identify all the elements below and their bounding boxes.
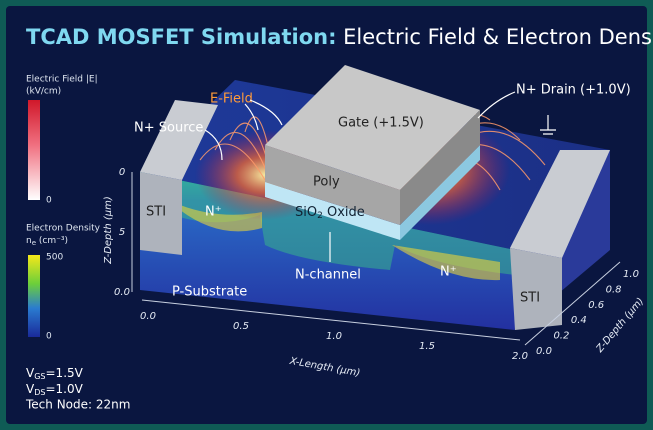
gate-label: Gate (+1.5V): [338, 116, 424, 131]
n-plus-label: N⁺: [440, 265, 457, 280]
tick-label: 0.0: [140, 311, 156, 322]
title-bold: TCAD MOSFET Simulation:: [26, 25, 336, 49]
tick-label: 1.0: [623, 269, 639, 280]
tick-label: 1.0: [326, 331, 342, 342]
oxide-label: SiO2 Oxide: [295, 205, 365, 221]
tick-label: 5: [119, 227, 125, 238]
legend-title: Electric Field |E|: [26, 75, 98, 85]
tick-label: 0.0: [536, 346, 552, 357]
sti-label: STI: [520, 291, 540, 306]
title-rest: Electric Field & Electron Density: [336, 25, 653, 49]
legend-title: Electron Density: [26, 224, 101, 234]
density-colorbar: [28, 255, 40, 337]
colorbar-tick: 500: [46, 253, 63, 263]
colorbar-tick: 0: [46, 196, 52, 206]
density-peaks: [180, 205, 500, 281]
legend-unit: ne (cm⁻³): [26, 236, 68, 248]
unit-sub: e: [32, 239, 36, 247]
gate-top: [265, 65, 480, 190]
gate-side: [400, 110, 480, 225]
oxide-sub: 2: [317, 211, 323, 221]
title: TCAD MOSFET Simulation: Electric Field &…: [26, 25, 653, 49]
sti-front: [140, 172, 182, 255]
tick-label: 0.8: [606, 284, 622, 295]
drain-label: N+ Drain (+1.0V): [516, 83, 631, 98]
tick-label: 0: [119, 167, 125, 178]
tick-label: 0.0: [114, 287, 130, 298]
tick-label: 0.5: [233, 321, 249, 332]
tick-label: 1.5: [419, 341, 435, 352]
source-label: N+ Source: [134, 121, 203, 136]
oxide-post: Oxide: [323, 205, 365, 220]
oxide-front: [265, 182, 400, 240]
substrate-label: P-Substrate: [172, 285, 247, 300]
sti-top: [140, 100, 218, 180]
tick-label: 0.4: [571, 315, 587, 326]
efield-label: E-Field: [210, 92, 253, 107]
condition: Tech Node: 22nm: [25, 398, 130, 412]
tick-label: 2.0: [512, 351, 528, 362]
oxide-side: [400, 145, 480, 240]
condition: VDS=1.0V: [26, 382, 84, 397]
colorbar-tick: 0: [46, 332, 52, 342]
sti-top: [510, 150, 610, 258]
unit-symbol: n: [26, 236, 32, 246]
condition: VGS=1.5V: [26, 366, 84, 381]
sti-front: [510, 248, 562, 330]
cond-symbol: V: [26, 366, 35, 380]
legend-unit: (kV/cm): [26, 87, 61, 97]
n-plus-label: N⁺: [205, 205, 222, 220]
oxide-pre: SiO: [295, 205, 317, 220]
cond-rest: =1.5V: [46, 366, 84, 380]
poly-label: Poly: [313, 175, 340, 190]
cond-symbol: V: [26, 382, 35, 396]
ticks: 050.00.00.51.01.52.01.00.80.60.40.20.0: [114, 167, 639, 362]
sti-label: STI: [146, 205, 166, 220]
cond-sub: DS: [34, 388, 45, 397]
axis-line: [141, 299, 521, 341]
axis-title: Z-Depth (μm): [103, 196, 114, 265]
tick-label: 0.2: [553, 331, 569, 342]
channel-label: N-channel: [295, 268, 361, 283]
gate-front: [265, 145, 400, 225]
efield-colorbar: [28, 100, 40, 200]
unit-rest: (cm⁻³): [36, 236, 68, 246]
cond-sub: GS: [34, 372, 45, 381]
cond-rest: =1.0V: [45, 382, 83, 396]
arrows: [204, 91, 556, 262]
tick-label: 0.6: [588, 300, 604, 311]
axis-line: [524, 261, 621, 346]
